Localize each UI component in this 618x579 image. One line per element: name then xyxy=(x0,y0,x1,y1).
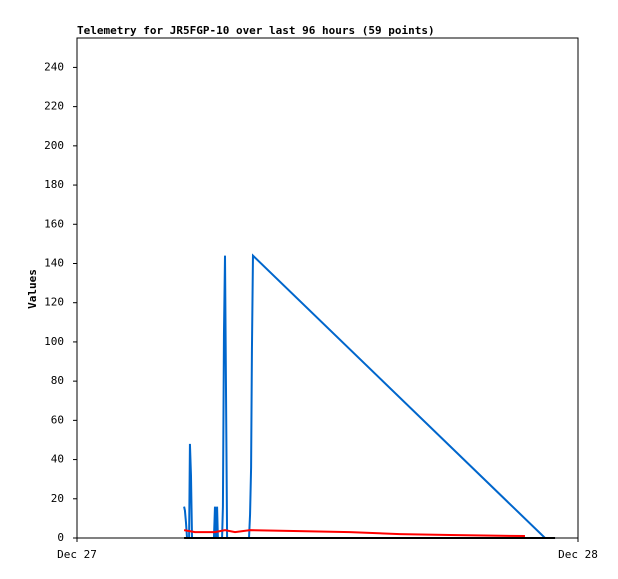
x-tick-label: Dec 28 xyxy=(558,548,598,561)
y-axis-label: Values xyxy=(26,269,39,309)
chart-title: Telemetry for JR5FGP-10 over last 96 hou… xyxy=(77,24,435,37)
x-tick-label: Dec 27 xyxy=(57,548,97,561)
y-tick-label: 120 xyxy=(44,296,64,309)
series-line xyxy=(183,529,525,538)
y-tick-label: 0 xyxy=(57,531,64,544)
y-tick-label: 200 xyxy=(44,139,64,152)
y-tick-label: 80 xyxy=(51,374,64,387)
y-tick-label: 140 xyxy=(44,256,64,269)
y-tick-label: 100 xyxy=(44,335,64,348)
y-tick-label: 180 xyxy=(44,178,64,191)
y-tick-label: 240 xyxy=(44,60,64,73)
y-tick-label: 220 xyxy=(44,100,64,113)
y-tick-label: 20 xyxy=(51,492,64,505)
y-tick-label: 160 xyxy=(44,217,64,230)
y-tick-label: 60 xyxy=(51,413,64,426)
y-tick-label: 40 xyxy=(51,453,64,466)
